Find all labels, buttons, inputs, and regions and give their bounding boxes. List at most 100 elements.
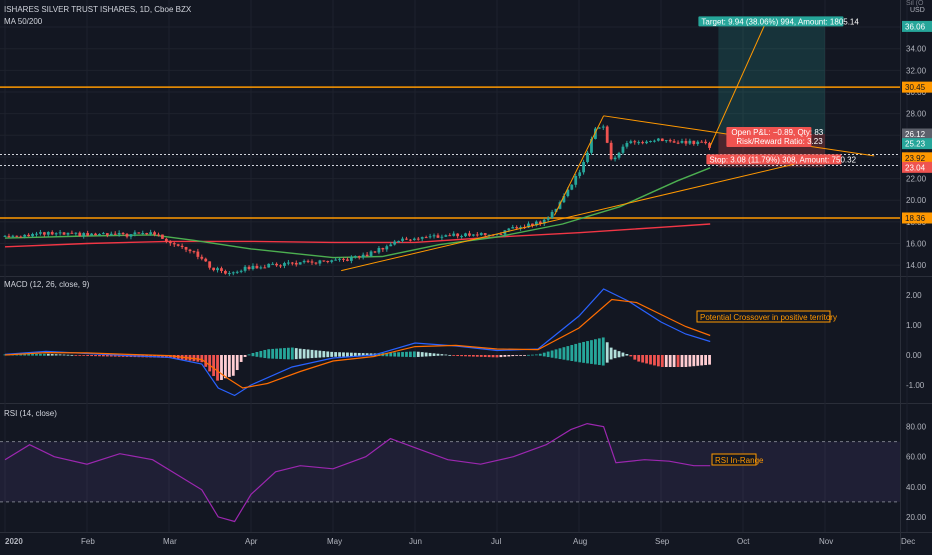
- macd-histogram-bar: [231, 355, 235, 376]
- macd-histogram-bar: [424, 352, 428, 357]
- macd-histogram-bar: [708, 355, 711, 365]
- macd-histogram-bar: [353, 352, 357, 357]
- macd-histogram-bar: [196, 355, 200, 362]
- candle-body: [357, 256, 361, 258]
- macd-tick-label-1: 1.00: [906, 321, 922, 330]
- candle-body: [479, 233, 483, 236]
- price-tick-label-4: 22.00: [906, 175, 927, 184]
- candle-body: [436, 235, 440, 238]
- candle-body: [58, 232, 62, 234]
- x-tick-label-2: Mar: [163, 537, 177, 546]
- macd-histogram-bar: [637, 355, 641, 362]
- rr-label: Risk/Reward Ratio: 3.23: [736, 137, 823, 146]
- candle-body: [11, 235, 15, 237]
- candle-body: [302, 260, 306, 263]
- macd-histogram-bar: [66, 354, 70, 356]
- candle-body: [660, 138, 664, 142]
- candle-body: [208, 261, 212, 268]
- macd-histogram-bar: [70, 354, 74, 356]
- candle-body: [31, 234, 34, 237]
- macd-histogram-bar: [700, 355, 704, 366]
- candle-body: [23, 234, 27, 237]
- macd-histogram-bar: [550, 350, 554, 358]
- candle-body: [629, 141, 633, 144]
- trendline-3: [709, 18, 769, 147]
- candle-body: [609, 142, 613, 160]
- macd-histogram-bar: [468, 355, 471, 357]
- macd-histogram-bar: [416, 351, 420, 357]
- macd-histogram-bar: [487, 355, 491, 358]
- macd-histogram-bar: [633, 355, 637, 360]
- candle-body: [353, 256, 357, 258]
- candle-body: [98, 233, 101, 236]
- candle-body: [172, 243, 176, 245]
- macd-histogram-bar: [23, 354, 27, 356]
- candle-body: [255, 265, 259, 269]
- macd-histogram-bar: [460, 355, 463, 357]
- macd-histogram-bar: [511, 355, 515, 357]
- price-tag-0: 36.06: [905, 22, 926, 31]
- candle-body: [487, 234, 491, 236]
- x-tick-label-3: Apr: [245, 537, 258, 546]
- candle-body: [409, 239, 412, 241]
- rsi-annotation-box: [711, 453, 757, 466]
- macd-histogram-bar: [54, 354, 58, 356]
- macd-line: [4, 288, 711, 397]
- chart-title: ISHARES SILVER TRUST ISHARES, 1D, Cboe B…: [4, 5, 192, 14]
- candle-body: [684, 141, 688, 144]
- candle-body: [338, 258, 341, 260]
- candle-body: [94, 233, 97, 236]
- macd-histogram-bar: [168, 355, 172, 359]
- candle-body: [664, 140, 668, 142]
- macd-histogram-bar: [208, 355, 212, 372]
- macd-histogram-bar: [220, 355, 223, 380]
- candle-body: [322, 260, 326, 262]
- price-tick-label-9: 32.00: [906, 66, 927, 75]
- macd-histogram-bar: [102, 355, 105, 357]
- candle-body: [168, 241, 172, 244]
- candle-body: [50, 232, 54, 235]
- macd-histogram-bar: [499, 355, 503, 358]
- candle-body: [243, 266, 247, 271]
- candle-body: [483, 233, 487, 236]
- macd-histogram-bar: [326, 351, 330, 358]
- candle-body: [235, 271, 239, 273]
- macd-histogram-bar: [58, 354, 62, 356]
- macd-annotation: Potential Crossover in positive territor…: [700, 313, 837, 322]
- macd-histogram-bar: [684, 355, 688, 367]
- macd-histogram-bar: [290, 347, 294, 360]
- macd-histogram-bar: [471, 355, 475, 357]
- x-tick-label-9: Oct: [737, 537, 750, 546]
- candle-body: [460, 236, 463, 238]
- macd-histogram-bar: [377, 353, 381, 357]
- candle-body: [342, 258, 345, 260]
- candle-body: [290, 262, 294, 264]
- price-tag-6: 18.36: [905, 214, 926, 223]
- candle-body: [70, 232, 74, 234]
- candle-body: [471, 234, 475, 236]
- macd-histogram-bar: [609, 347, 613, 360]
- candle-body: [680, 141, 684, 143]
- macd-histogram-bar: [452, 355, 456, 356]
- macd-histogram-bar: [578, 342, 582, 363]
- candle-body: [656, 138, 660, 141]
- candle-body: [27, 234, 31, 237]
- macd-histogram-bar: [597, 338, 601, 365]
- candle-body: [204, 258, 208, 262]
- macd-histogram-bar: [629, 355, 633, 357]
- candle-body: [212, 267, 216, 271]
- macd-histogram-bar: [361, 353, 365, 357]
- macd-histogram-bar: [621, 352, 625, 357]
- macd-histogram-bar: [157, 355, 160, 358]
- macd-histogram-bar: [483, 355, 487, 357]
- candle-body: [452, 233, 456, 236]
- macd-histogram-bar: [420, 352, 424, 357]
- candle-body: [19, 236, 23, 238]
- signal-line: [4, 298, 711, 389]
- macd-histogram-bar: [283, 348, 286, 360]
- candle-body: [633, 141, 637, 143]
- candle-body: [90, 233, 93, 236]
- candle-body: [401, 238, 404, 241]
